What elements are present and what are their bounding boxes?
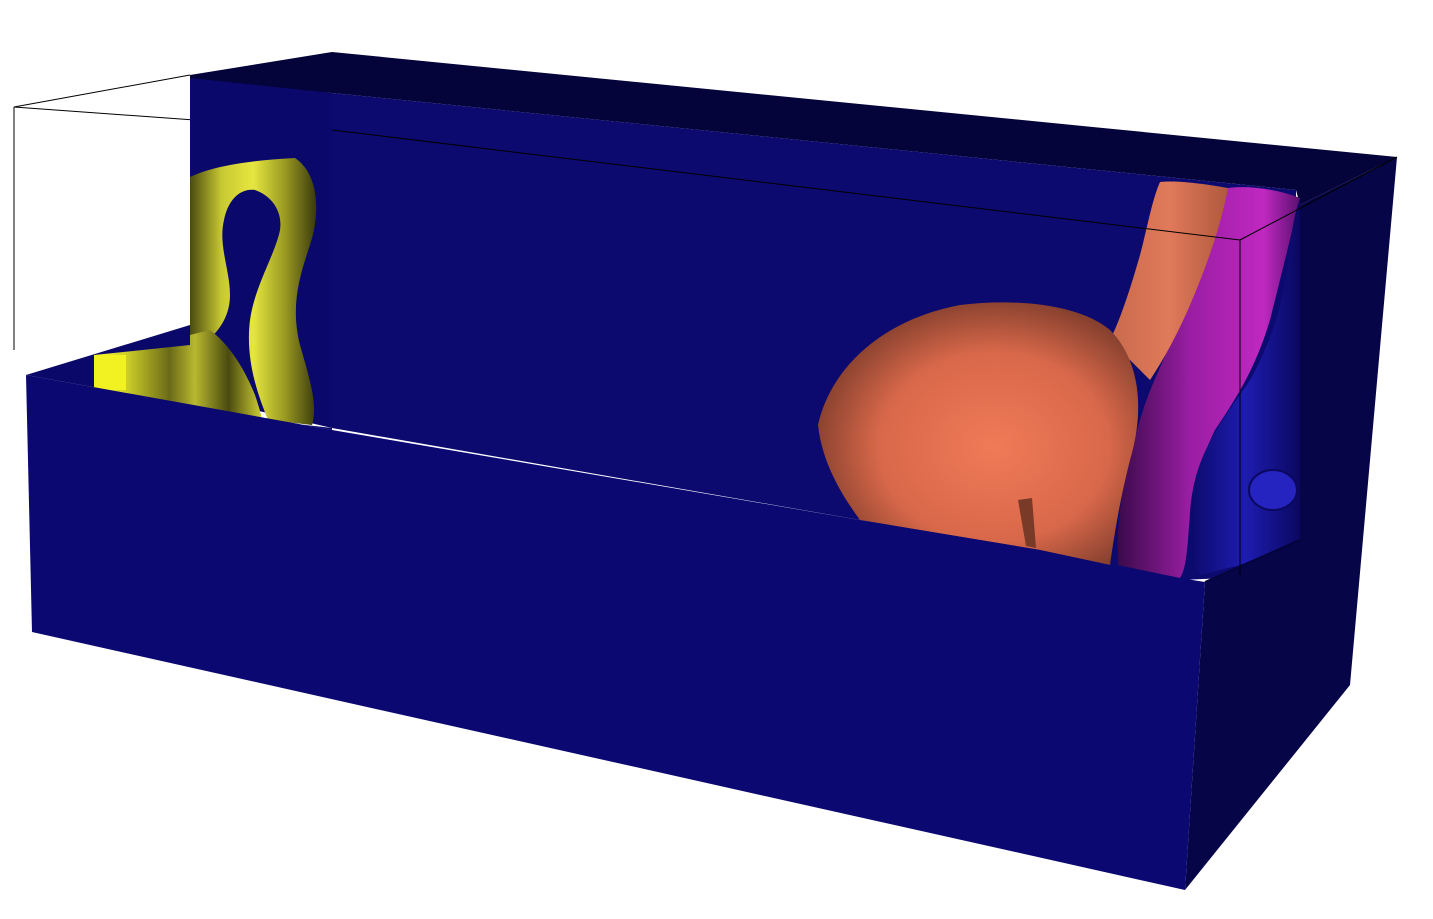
box-top-face	[190, 52, 1397, 205]
blue-isosurface	[1189, 198, 1300, 575]
blue-knob	[1248, 469, 1298, 511]
magenta-isosurface	[1117, 187, 1300, 578]
box-front-face[interactable]	[26, 375, 1205, 890]
front-right-edge	[1204, 539, 1301, 583]
bounding-box-front-lines	[331, 129, 1398, 575]
box-left-step-top	[26, 325, 332, 430]
yellow-highlight	[94, 355, 126, 390]
orange-spike	[1018, 498, 1036, 548]
box-right-face	[1185, 157, 1397, 890]
orange-isosurface	[818, 181, 1228, 565]
yellow-isosurface	[94, 158, 317, 425]
